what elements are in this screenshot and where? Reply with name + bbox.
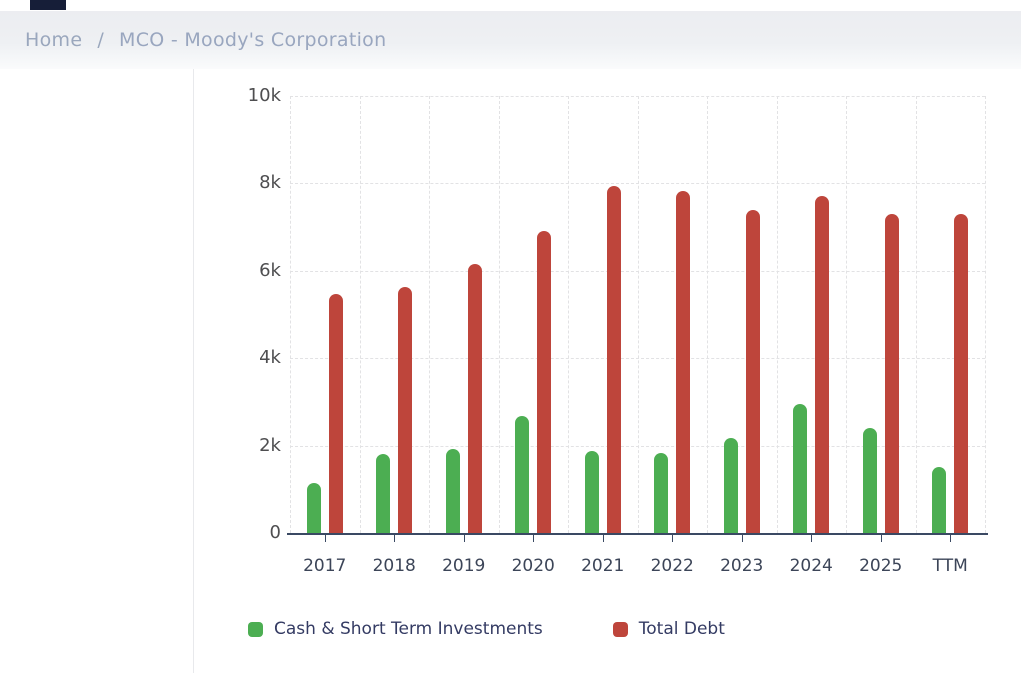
bar-cash-2019[interactable] <box>445 449 460 533</box>
x-gridline <box>498 96 500 533</box>
x-axis-tick <box>880 535 882 542</box>
bar-debt-2023[interactable] <box>745 210 760 533</box>
x-gridline <box>707 96 708 533</box>
y-axis-tick-label: 10k <box>247 85 281 106</box>
x-gridline <box>568 96 569 533</box>
x-gridline <box>846 96 847 533</box>
bar-cash-2024[interactable] <box>793 404 808 533</box>
x-axis-tick <box>394 535 396 542</box>
x-axis-tick <box>602 535 604 542</box>
x-axis-tick-label: 2023 <box>720 556 764 576</box>
bar-cash-2025[interactable] <box>862 427 877 533</box>
x-axis-tick-label: 2017 <box>303 556 347 576</box>
breadcrumb-current-page: MCO - Moody's Corporation <box>119 29 387 51</box>
bar-debt-2022[interactable] <box>676 191 691 533</box>
bar-cash-2021[interactable] <box>584 451 599 533</box>
bar-debt-2019[interactable] <box>467 264 482 533</box>
y-axis-tick-label: 4k <box>259 347 281 369</box>
legend-item-total-debt[interactable]: Total Debt <box>612 619 725 639</box>
x-axis-tick <box>324 535 326 542</box>
sidebar-divider <box>193 69 194 673</box>
top-accent-bar <box>30 0 66 10</box>
x-axis-line <box>287 533 988 535</box>
bar-debt-2017[interactable] <box>328 293 343 533</box>
bar-cash-2023[interactable] <box>723 437 738 533</box>
x-gridline <box>637 96 639 533</box>
x-gridline <box>290 96 291 533</box>
x-axis-tick <box>463 535 465 542</box>
x-axis-tick <box>741 535 743 542</box>
legend-item-cash[interactable]: Cash & Short Term Investments <box>248 619 543 639</box>
bar-cash-2022[interactable] <box>654 453 669 533</box>
bar-debt-2024[interactable] <box>815 195 830 533</box>
x-axis-tick <box>533 535 535 542</box>
legend-swatch-icon <box>612 621 628 637</box>
bar-cash-2018[interactable] <box>376 454 391 533</box>
bar-debt-2020[interactable] <box>537 230 552 533</box>
y-axis-tick-label: 8k <box>259 172 281 194</box>
x-axis-tick-label: 2024 <box>789 556 833 576</box>
y-axis-tick-label: 0 <box>269 522 281 543</box>
x-gridline <box>429 96 430 533</box>
bar-cash-ttm[interactable] <box>932 467 947 533</box>
y-axis-tick-label: 2k <box>259 434 281 456</box>
chart-legend: Cash & Short Term Investments Total Debt <box>248 619 725 639</box>
legend-label: Total Debt <box>638 619 725 639</box>
bar-debt-ttm[interactable] <box>954 214 969 533</box>
x-axis-tick <box>672 535 674 542</box>
bar-debt-2025[interactable] <box>884 213 899 533</box>
legend-label: Cash & Short Term Investments <box>274 619 543 639</box>
breadcrumb-home-link[interactable]: Home <box>25 29 83 51</box>
bar-debt-2021[interactable] <box>606 186 621 533</box>
x-gridline <box>359 96 361 533</box>
breadcrumb: Home / MCO - Moody's Corporation <box>0 11 1021 69</box>
x-axis-tick-label: 2018 <box>372 556 416 576</box>
x-axis-tick-label: 2019 <box>442 556 486 576</box>
bar-debt-2018[interactable] <box>398 287 413 533</box>
x-gridline <box>776 96 778 533</box>
x-gridline <box>915 96 917 533</box>
breadcrumb-separator: / <box>97 29 105 51</box>
x-axis-tick-label: TTM <box>932 556 968 576</box>
y-axis-tick-label: 6k <box>259 259 281 281</box>
x-axis-tick-label: 2022 <box>650 556 694 576</box>
x-axis-tick <box>811 535 813 542</box>
x-axis-tick-label: 2025 <box>859 556 903 576</box>
x-gridline <box>985 96 986 533</box>
x-axis-tick <box>950 535 952 542</box>
x-axis-tick-label: 2020 <box>511 556 555 576</box>
legend-swatch-icon <box>248 621 263 637</box>
bar-cash-2017[interactable] <box>306 482 321 533</box>
bar-cash-2020[interactable] <box>515 415 530 533</box>
x-axis-tick-label: 2021 <box>581 556 625 576</box>
